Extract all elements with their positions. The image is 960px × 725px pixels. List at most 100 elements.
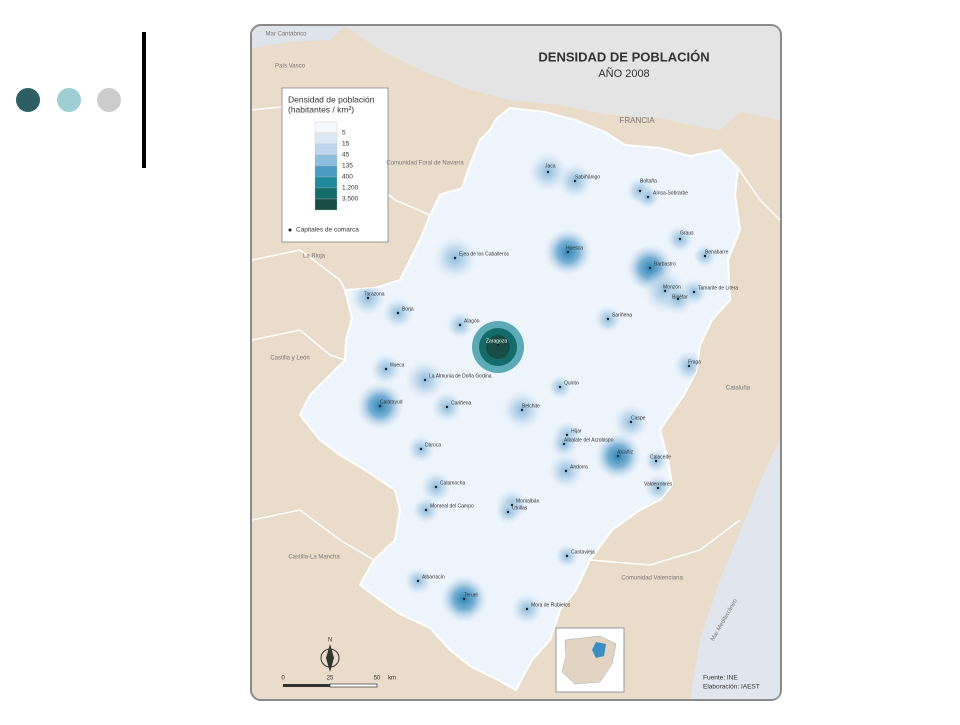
town-dot xyxy=(458,323,462,327)
town-label: Calamocha xyxy=(440,480,466,486)
town-dot xyxy=(546,170,550,174)
town-label: Mora de Rubielos xyxy=(531,602,571,608)
town-label: Fraga xyxy=(688,359,701,365)
region-label: Mar Cantábrico xyxy=(265,32,307,38)
town-dot xyxy=(525,607,529,611)
legend-label: 135 xyxy=(342,163,353,170)
map-title: DENSIDAD DE POBLACIÓN xyxy=(538,49,709,64)
town-label: Binéfar xyxy=(672,294,688,300)
town-label: Borja xyxy=(402,306,414,312)
scale-label: 50 xyxy=(374,676,381,682)
town-label: Barbastro xyxy=(654,261,676,267)
town-label: Boltaña xyxy=(640,178,657,184)
legend-swatch xyxy=(314,165,338,178)
map-subtitle: AÑO 2008 xyxy=(598,67,649,80)
deco-dot xyxy=(57,88,81,112)
town-label: Sariñena xyxy=(612,312,632,318)
town-label: Híjar xyxy=(571,428,582,434)
region-label: Cataluña xyxy=(726,386,751,392)
compass: N xyxy=(320,638,340,672)
town-label: Alagón xyxy=(464,318,480,324)
town-label: Albarracín xyxy=(422,574,445,580)
scale-label: 25 xyxy=(327,676,334,682)
town-label: Zaragoza xyxy=(486,338,507,344)
town-dot xyxy=(654,459,658,463)
town-dot xyxy=(520,408,524,412)
deco-dot xyxy=(16,88,40,112)
region-label: País Vasco xyxy=(275,64,306,70)
town-dot xyxy=(687,364,691,368)
scale-label: 0 xyxy=(281,676,285,682)
towns: Jaca Sabiñánigo Boltaña Aínsa-Sobrarbe Graus… xyxy=(364,163,738,611)
legend-label: 15 xyxy=(342,141,350,148)
region-label: La Rioja xyxy=(303,254,326,260)
region-label: Comunidad Valenciana xyxy=(621,576,683,582)
town-label: Utrillas xyxy=(512,505,528,511)
town-dot xyxy=(692,290,696,294)
town-label: Calaceite xyxy=(650,454,671,460)
town-dot xyxy=(565,433,569,437)
deco-bar xyxy=(142,32,146,168)
town-dot xyxy=(419,447,423,451)
town-dot xyxy=(453,256,457,260)
source: Fuente: INE xyxy=(703,675,738,682)
town-dot xyxy=(423,378,427,382)
legend-swatch xyxy=(314,176,338,189)
region-label: Castilla y León xyxy=(270,356,309,362)
density-layer xyxy=(350,152,717,625)
legend-label: 3.500 xyxy=(342,196,359,203)
minimap xyxy=(555,627,625,693)
town-dot xyxy=(629,420,633,424)
legend-swatch xyxy=(314,154,338,167)
legend-label: Capitales de comarca xyxy=(296,227,359,234)
town-dot xyxy=(638,189,642,193)
town-label: Calatayud xyxy=(380,399,403,405)
town-label: Belchite xyxy=(522,403,540,409)
town-dot xyxy=(496,343,500,347)
town-dot xyxy=(564,469,568,473)
zaragoza-core xyxy=(472,321,524,373)
legend-label: 400 xyxy=(342,174,353,181)
town-dot xyxy=(678,237,682,241)
svg-text:N: N xyxy=(328,638,332,644)
sea xyxy=(690,440,780,699)
town-dot xyxy=(676,297,680,301)
town-label: Benabarre xyxy=(705,249,729,255)
town-label: Valderrobres xyxy=(644,481,673,487)
town-dot xyxy=(703,254,707,258)
town-dot xyxy=(646,195,650,199)
town-label: Sabiñánigo xyxy=(575,174,600,180)
legend-title: (habitantes / km²) xyxy=(288,104,354,114)
town-dot xyxy=(366,296,370,300)
town-label: Cariñena xyxy=(451,400,472,406)
town-dot xyxy=(573,179,577,183)
town-dot xyxy=(648,266,652,270)
town-label: Alcañiz xyxy=(617,449,634,455)
town-dot xyxy=(378,404,382,408)
town-label: Jaca xyxy=(545,163,556,169)
town-dot xyxy=(445,405,449,409)
legend-swatch xyxy=(314,121,338,134)
town-dot xyxy=(434,485,438,489)
town-label: Cantavieja xyxy=(571,549,595,555)
source: Elaboración: IAEST xyxy=(703,684,760,691)
legend-title: Densidad de población xyxy=(288,94,375,104)
town-label: Montalbán xyxy=(516,498,540,504)
map: Densidad de población (habitantes / km²)… xyxy=(246,18,790,708)
town-dot xyxy=(616,454,620,458)
town-dot xyxy=(506,510,510,514)
town-label: Teruel xyxy=(464,592,478,598)
town-dot xyxy=(462,597,466,601)
sea xyxy=(252,26,345,48)
legend-label: 1.200 xyxy=(342,185,359,192)
france xyxy=(345,26,780,130)
town-label: Caspe xyxy=(631,415,646,421)
town-dot xyxy=(562,442,566,446)
region-label: Castilla-La Mancha xyxy=(288,555,340,561)
legend-swatch xyxy=(314,143,338,156)
legend-label: 45 xyxy=(342,152,350,159)
town-label: Monzón xyxy=(663,284,681,290)
town-dot xyxy=(416,579,420,583)
